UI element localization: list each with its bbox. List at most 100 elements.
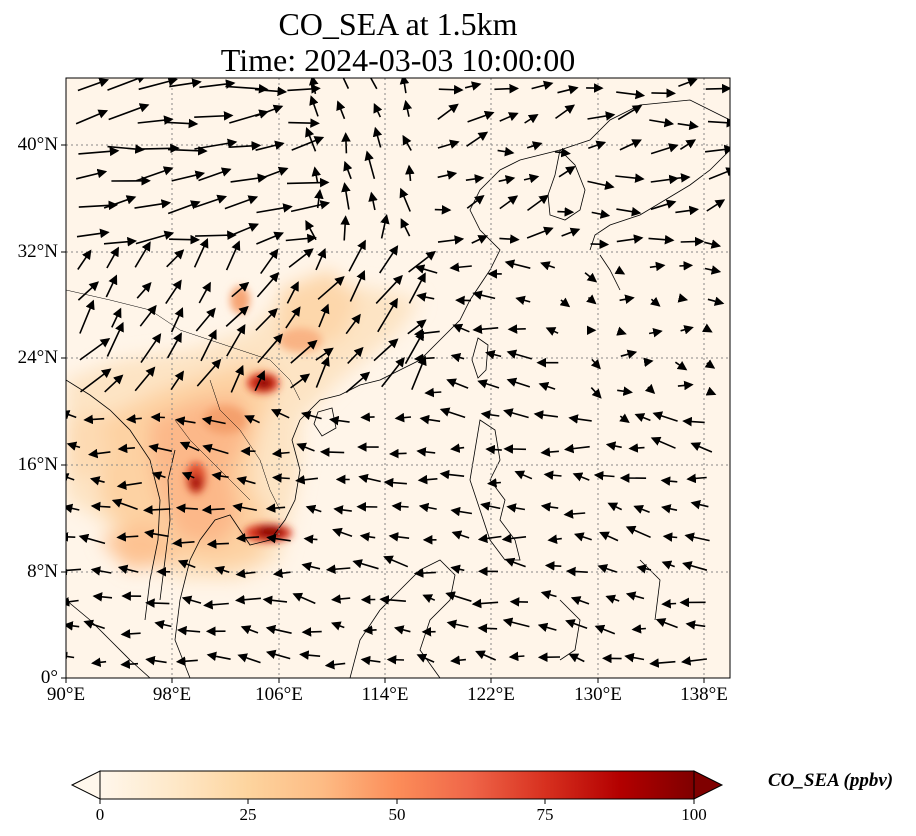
wind-arrow (616, 326, 627, 336)
wind-arrow (301, 561, 321, 572)
wind-arrow (92, 592, 113, 602)
wind-arrow (499, 112, 519, 122)
wind-arrow (315, 248, 327, 271)
wind-arrow (111, 498, 138, 510)
wind-arrow (677, 293, 689, 303)
wind-arrow (514, 470, 533, 480)
wind-arrow (202, 443, 229, 455)
wind-arrow (649, 658, 676, 668)
wind-arrow (570, 596, 590, 606)
wind-arrow (543, 470, 562, 480)
wind-arrow (345, 313, 361, 335)
wind-arrow (636, 564, 652, 574)
wind-arrow (88, 448, 111, 459)
wind-arrow (235, 594, 261, 605)
wind-arrow (377, 297, 398, 333)
wind-arrow (305, 219, 317, 241)
wind-arrow (650, 174, 679, 185)
wind-arrow (540, 590, 557, 600)
wind-arrow (503, 444, 527, 454)
wind-arrow (317, 276, 345, 300)
wind-arrow (472, 290, 496, 300)
wind-arrow (194, 194, 228, 208)
wind-arrow (198, 167, 232, 182)
wind-arrow (400, 218, 411, 237)
wind-arrow (301, 627, 322, 637)
wind-arrow (650, 436, 676, 449)
concentration-field (66, 270, 420, 580)
wind-arrow (373, 338, 399, 362)
wind-arrow (383, 555, 409, 568)
wind-arrow (225, 83, 269, 94)
wind-arrow (682, 416, 705, 427)
wind-arrow (615, 173, 645, 183)
wind-arrow (558, 166, 576, 178)
wind-arrow (134, 241, 151, 268)
wind-arrow (296, 442, 315, 452)
wind-arrow (288, 118, 320, 128)
wind-arrow (232, 502, 257, 513)
wind-arrow (402, 99, 413, 117)
wind-arrow (170, 307, 184, 333)
wind-arrow (593, 470, 615, 481)
wind-arrow (506, 377, 531, 388)
wind-arrow (508, 651, 525, 662)
wind-arrow (90, 566, 112, 576)
wind-arrow (290, 200, 331, 213)
wind-arrow (619, 294, 635, 304)
wind-arrow (633, 504, 650, 514)
wind-arrow (452, 323, 470, 333)
wind-arrow (79, 299, 95, 334)
wind-arrow (76, 228, 110, 239)
colorbar-tick-label: 50 (388, 805, 406, 824)
wind-arrow (66, 565, 82, 576)
wind-arrow (179, 441, 200, 452)
wind-arrow (199, 79, 236, 89)
wind-arrow (340, 215, 350, 241)
wind-arrow (616, 206, 642, 217)
wind-arrow (399, 187, 411, 212)
wind-arrow (701, 323, 713, 333)
wind-arrow (77, 78, 110, 92)
wind-arrow (628, 443, 645, 453)
wind-arrow (224, 195, 259, 210)
colorbar-tick-label: 75 (536, 805, 554, 824)
wind-arrow (515, 295, 531, 306)
wind-arrow (177, 625, 201, 636)
wind-arrow (545, 327, 559, 336)
wind-arrow (422, 594, 436, 603)
lon-tick-label: 122°E (467, 684, 515, 705)
wind-arrow (402, 134, 412, 151)
wind-arrow (254, 370, 266, 392)
wind-arrow (373, 102, 383, 118)
wind-arrow (497, 146, 515, 157)
wind-arrow (260, 248, 279, 275)
wind-arrow (91, 657, 107, 668)
wind-arrow (175, 503, 198, 514)
wind-arrow (540, 261, 556, 271)
wind-arrow (206, 539, 229, 549)
wind-arrow (555, 104, 576, 120)
wind-arrow (675, 205, 699, 216)
wind-arrow (318, 303, 330, 328)
wind-arrow (206, 651, 231, 662)
wind-arrow (111, 307, 122, 328)
wind-arrow (568, 414, 592, 424)
lon-tick-label: 106°E (255, 684, 303, 705)
wind-arrow (597, 564, 618, 574)
axis-ticks (61, 144, 705, 683)
wind-arrow (648, 234, 675, 245)
wind-arrow (394, 412, 412, 423)
lon-tick-label: 138°E (680, 684, 728, 705)
wind-arrow (437, 139, 460, 149)
wind-arrow (684, 532, 710, 542)
wind-arrow (466, 131, 489, 147)
wind-arrow (464, 81, 482, 91)
lon-tick-label: 114°E (361, 684, 409, 705)
wind-arrow (524, 114, 539, 124)
wind-arrow (557, 85, 579, 95)
wind-arrow (419, 414, 441, 425)
wind-arrow (195, 230, 237, 241)
wind-arrow (292, 592, 316, 605)
wind-arrow (258, 166, 289, 180)
